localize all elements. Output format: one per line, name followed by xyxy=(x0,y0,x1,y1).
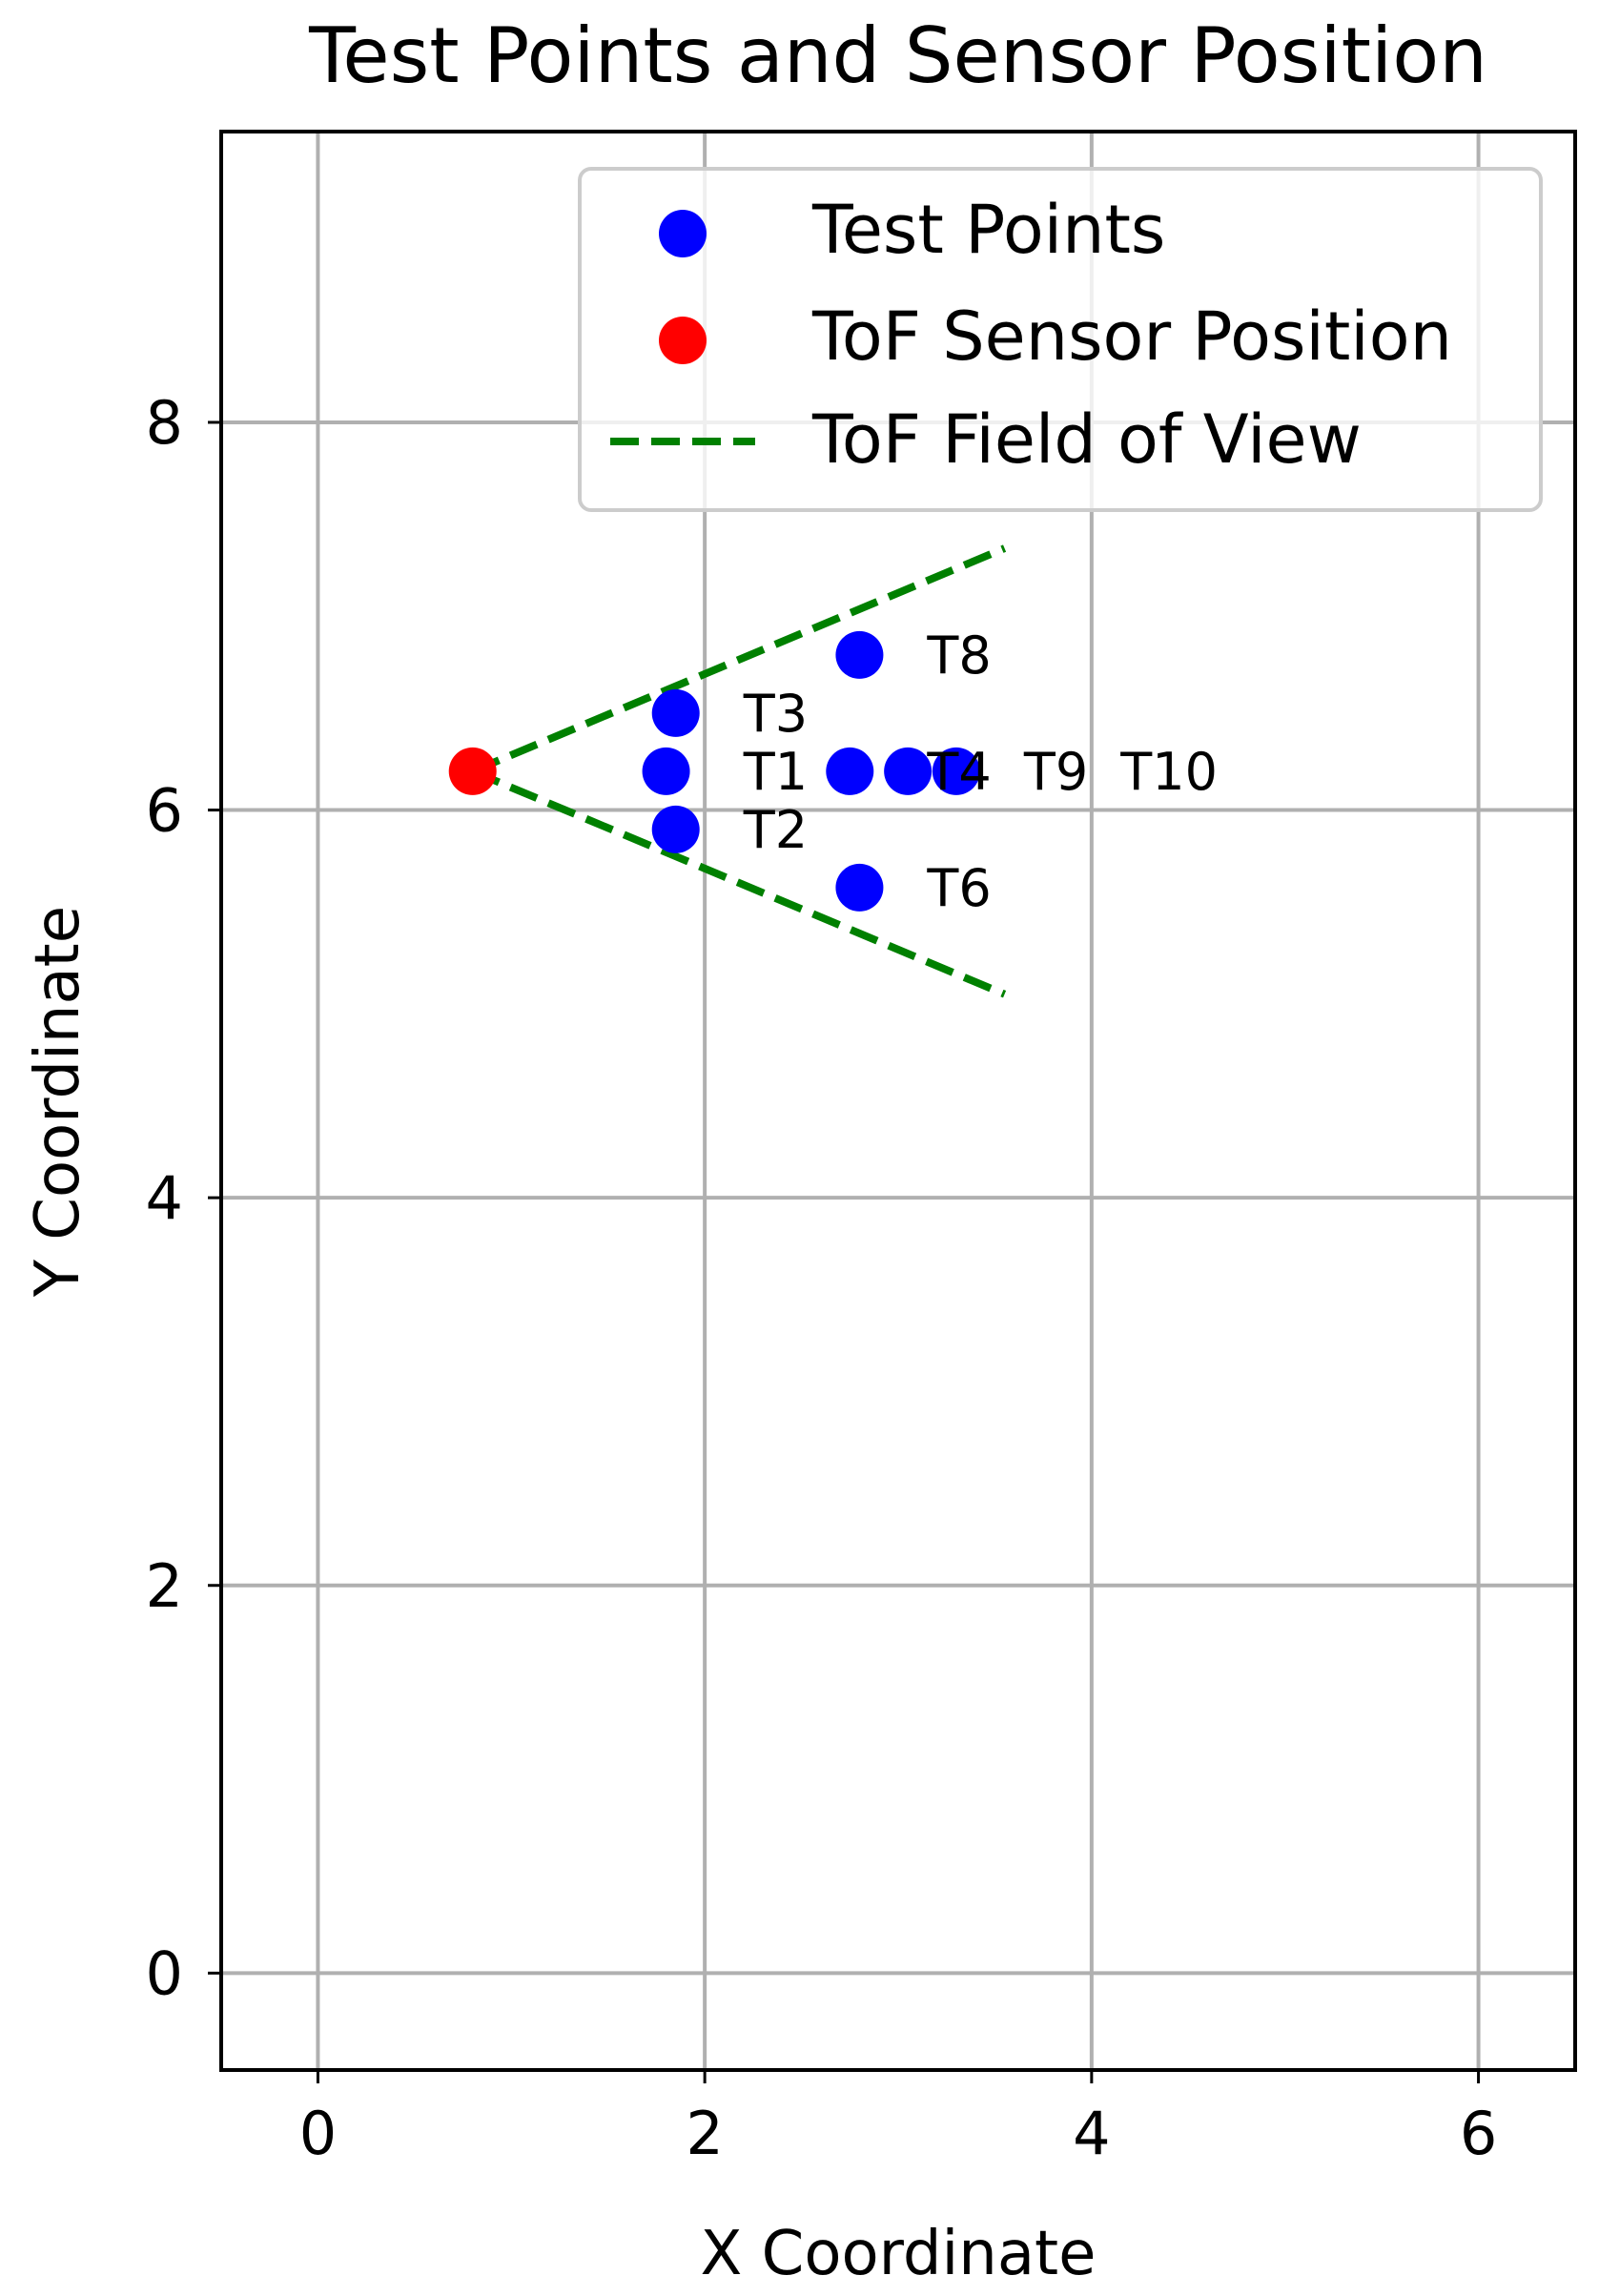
sensor-point xyxy=(448,747,497,795)
test-point xyxy=(651,805,700,853)
test-point xyxy=(651,688,700,737)
y-axis-label: Y Coordinate xyxy=(23,906,93,1298)
point-label: T2 xyxy=(743,800,808,860)
x-axis-label: X Coordinate xyxy=(700,2219,1096,2289)
y-tick-label: 0 xyxy=(146,1938,183,2008)
chart-title: Test Points and Sensor Position xyxy=(308,11,1487,100)
y-tick-label: 4 xyxy=(146,1163,183,1233)
legend-marker-test-points xyxy=(659,210,707,257)
test-point xyxy=(835,630,884,679)
legend: Test Points ToF Sensor Position ToF Fiel… xyxy=(578,167,1543,512)
x-tick-label: 6 xyxy=(1460,2099,1497,2168)
point-label: T3 xyxy=(743,684,808,744)
data-points xyxy=(448,630,980,912)
test-point xyxy=(932,747,980,795)
plot-area-frame xyxy=(219,130,1577,2072)
fov-line xyxy=(471,544,1007,775)
legend-label-test-points: Test Points xyxy=(811,191,1165,269)
point-label: T1 xyxy=(743,742,808,802)
point-label: T4 xyxy=(926,742,991,802)
x-tick-label: 2 xyxy=(686,2099,723,2168)
point-label: T8 xyxy=(926,625,991,686)
test-point xyxy=(884,747,933,795)
x-tick-label: 0 xyxy=(299,2099,337,2168)
legend-label-sensor: ToF Sensor Position xyxy=(811,297,1452,376)
fov-lines xyxy=(471,544,1007,998)
point-label: T10 xyxy=(1119,742,1218,802)
point-label: T9 xyxy=(1023,742,1088,802)
test-point xyxy=(642,747,690,795)
fov-line xyxy=(471,768,1007,998)
legend-box xyxy=(578,167,1543,512)
y-tick-label: 8 xyxy=(146,388,183,458)
y-tick-label: 2 xyxy=(146,1551,183,1621)
test-point xyxy=(835,863,884,912)
axis-ticks: 0 2 4 6 0 2 4 6 8 xyxy=(146,388,1498,2168)
point-label: T6 xyxy=(926,858,991,918)
legend-marker-sensor xyxy=(659,317,707,364)
y-tick-label: 6 xyxy=(146,776,183,846)
legend-label-fov: ToF Field of View xyxy=(811,400,1362,479)
x-tick-label: 4 xyxy=(1073,2099,1110,2168)
test-point xyxy=(826,747,874,795)
